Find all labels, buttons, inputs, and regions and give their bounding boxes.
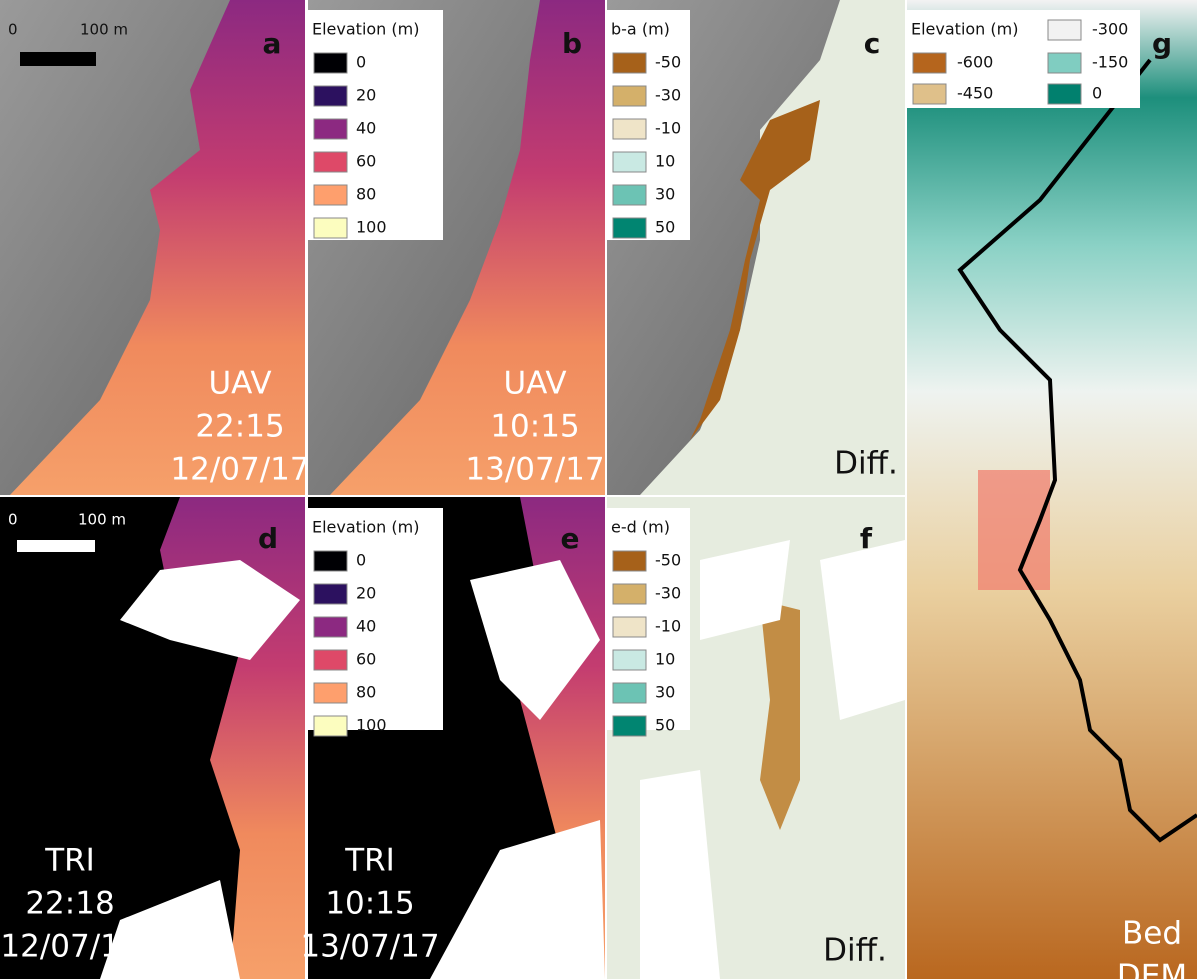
legend-label: 80 — [356, 185, 376, 204]
legend-swatch — [613, 650, 646, 670]
scale-start: 0 — [8, 21, 18, 39]
legend-swatch — [613, 617, 646, 637]
page: {"panels":[ {"letter":"a","caption":["UA… — [0, 0, 1197, 979]
legend-label: 20 — [356, 86, 376, 105]
legend-label: 100 — [356, 218, 387, 237]
legend-label: 0 — [356, 551, 366, 570]
panel-letter: e — [561, 522, 580, 555]
legend-label: -600 — [957, 53, 993, 72]
legend-swatch — [314, 551, 347, 571]
panel-caption: 22:15 — [195, 409, 284, 445]
legend-label: -450 — [957, 84, 993, 103]
legend-label: 0 — [1092, 84, 1102, 103]
legend-swatch — [613, 119, 646, 139]
panel-g — [907, 0, 1197, 979]
legend-label: -50 — [655, 53, 681, 72]
legend-swatch — [314, 584, 347, 604]
legend-swatch — [314, 683, 347, 703]
legend-label: 60 — [356, 650, 376, 669]
panel-caption: Bed — [1122, 916, 1182, 952]
legend-label: -10 — [655, 617, 681, 636]
legend-label: -30 — [655, 86, 681, 105]
scale-end: 100 m — [78, 511, 126, 529]
legend-label: 20 — [356, 584, 376, 603]
legend-label: 40 — [356, 119, 376, 138]
panel-caption: Diff. — [823, 933, 887, 969]
panel-letter: b — [562, 27, 582, 60]
legend-swatch — [314, 650, 347, 670]
legend-swatch — [613, 86, 646, 106]
legend-swatch — [314, 218, 347, 238]
legend-label: 10 — [655, 650, 675, 669]
legend-label: -30 — [655, 584, 681, 603]
legend-swatch — [314, 185, 347, 205]
legend-title: b-a (m) — [611, 20, 670, 39]
legend-label: 0 — [356, 53, 366, 72]
panel-caption: 12/07/17 — [0, 929, 139, 965]
legend-label: 30 — [655, 185, 675, 204]
panel-caption: 13/07/17 — [300, 929, 439, 965]
legend-swatch — [314, 53, 347, 73]
panel-caption: Diff. — [834, 446, 898, 482]
legend-title: Elevation (m) — [312, 518, 419, 537]
legend-label: 40 — [356, 617, 376, 636]
legend-swatch — [1048, 53, 1081, 73]
legend-swatch — [613, 551, 646, 571]
legend-swatch — [314, 86, 347, 106]
panel-letter: a — [263, 27, 282, 60]
panel-caption: TRI — [344, 843, 395, 879]
panel-caption: UAV — [503, 366, 566, 402]
legend-label: 30 — [655, 683, 675, 702]
legend-swatch — [1048, 84, 1081, 104]
legend-title: e-d (m) — [611, 518, 670, 537]
panel-caption: DEM — [1117, 959, 1187, 979]
legend-title: Elevation (m) — [911, 20, 1018, 39]
legend-swatch — [613, 185, 646, 205]
legend-swatch — [314, 617, 347, 637]
legend-label: 50 — [655, 716, 675, 735]
legend-label: 50 — [655, 218, 675, 237]
legend-swatch — [613, 152, 646, 172]
legend-swatch — [913, 84, 946, 104]
legend-swatch — [1048, 20, 1081, 40]
legend-label: -50 — [655, 551, 681, 570]
legend-label: 80 — [356, 683, 376, 702]
panel-caption: UAV — [208, 366, 271, 402]
legend-swatch — [913, 53, 946, 73]
legend-label: 100 — [356, 716, 387, 735]
panel-caption: 13/07/17 — [465, 452, 604, 488]
figure: 0 100 m 0 100 m a UAV 22:15 12/07/17 b UAV 10:… — [0, 0, 1197, 979]
panel-caption: 10:15 — [325, 886, 414, 922]
legend-swatch — [613, 584, 646, 604]
scale-end: 100 m — [80, 21, 128, 39]
legend-label: 60 — [356, 152, 376, 171]
legend-label: 10 — [655, 152, 675, 171]
panel-caption: TRI — [44, 843, 95, 879]
legend-label: -150 — [1092, 53, 1128, 72]
legend-swatch — [314, 716, 347, 736]
legend-swatch — [314, 152, 347, 172]
legend-swatch — [613, 218, 646, 238]
panel-letter: f — [860, 522, 873, 555]
legend-label: -300 — [1092, 20, 1128, 39]
legend-swatch — [613, 716, 646, 736]
panel-letter: g — [1152, 27, 1172, 60]
panel-caption: 12/07/17 — [170, 452, 309, 488]
legend-title: Elevation (m) — [312, 20, 419, 39]
panel-letter: c — [864, 27, 881, 60]
legend-swatch — [613, 53, 646, 73]
scale-start: 0 — [8, 511, 18, 529]
legend-swatch — [314, 119, 347, 139]
legend-swatch — [613, 683, 646, 703]
panel-letter: d — [258, 522, 278, 555]
panel-caption: 10:15 — [490, 409, 579, 445]
legend-label: -10 — [655, 119, 681, 138]
panel-caption: 22:18 — [25, 886, 114, 922]
